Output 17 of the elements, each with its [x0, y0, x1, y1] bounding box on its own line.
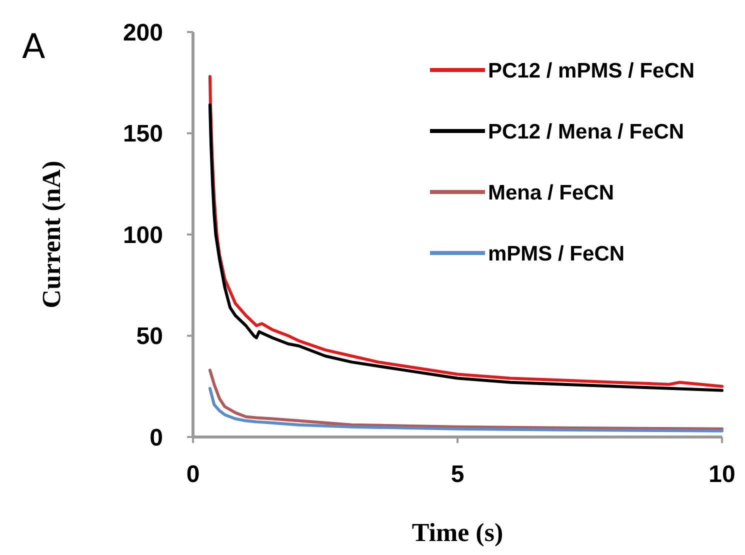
- y-tick-label: 100: [122, 222, 163, 249]
- legend-label: PC12 / mPMS / FeCN: [488, 59, 695, 82]
- y-tick-label: 0: [150, 424, 163, 452]
- legend-label: Mena / FeCN: [488, 181, 614, 204]
- legend-label: mPMS / FeCN: [488, 242, 625, 266]
- y-tick-label: 200: [122, 19, 163, 46]
- y-tick-label: 50: [136, 323, 163, 350]
- line-series: [208, 386, 724, 432]
- y-tick-label: 150: [122, 120, 163, 148]
- x-tick-label: 0: [186, 461, 200, 488]
- x-tick-label: 5: [450, 461, 464, 488]
- x-tick-label: 10: [708, 461, 736, 488]
- line-series: [208, 368, 724, 430]
- chart-title: A: [22, 27, 46, 67]
- x-axis-title: Time (s): [412, 518, 504, 547]
- y-axis-title: Current (nA): [37, 160, 66, 308]
- legend-label: PC12 / Mena / FeCN: [488, 120, 684, 144]
